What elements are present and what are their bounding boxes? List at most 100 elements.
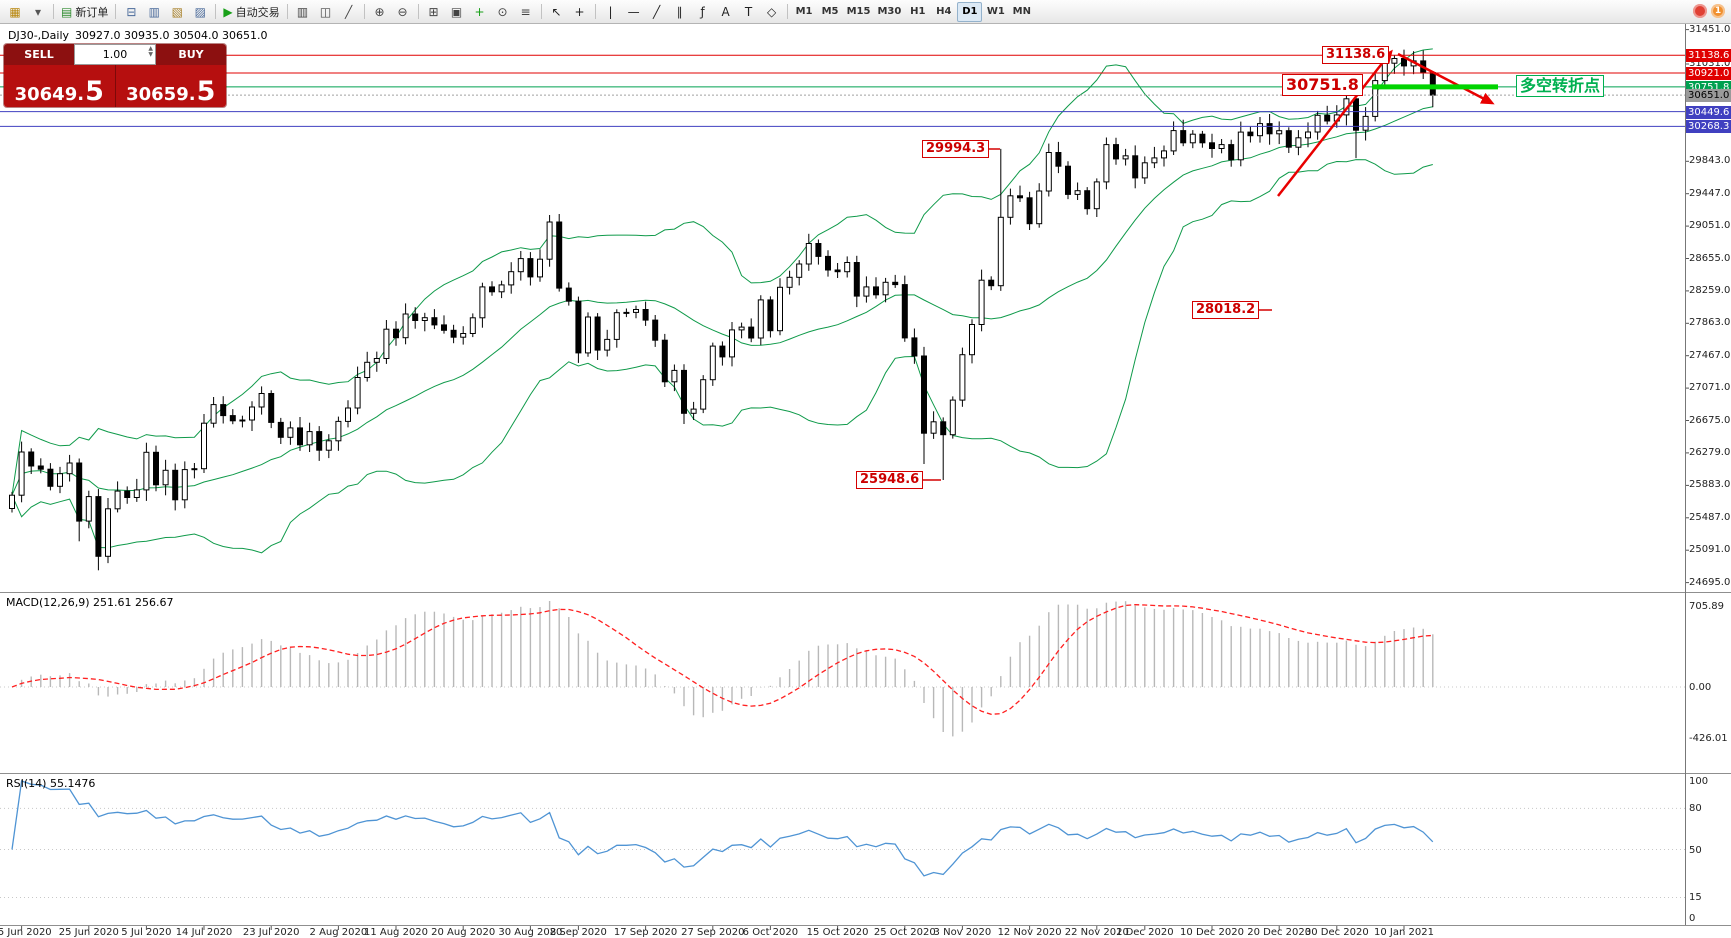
high-price-label[interactable]: 31138.6 [1322, 46, 1390, 65]
channel-icon[interactable]: ∥ [669, 2, 691, 22]
resistance-price-label[interactable]: 30751.8 [1282, 74, 1363, 96]
text-tool-icon[interactable]: A [715, 2, 737, 22]
timeframe-H4-button[interactable]: H4 [936, 6, 952, 17]
timeframe-W1-button[interactable]: W1 [986, 6, 1005, 17]
chart-list-dropdown-icon[interactable]: ▾ [27, 2, 49, 22]
trendline-icon[interactable]: ╱ [646, 2, 668, 22]
price-axis-label: 24695.0 [1689, 576, 1731, 588]
swing-high-label[interactable]: 29994.3 [922, 140, 990, 159]
volume-up-icon[interactable]: ▲ [148, 45, 153, 52]
line-chart-icon[interactable]: ╱ [338, 2, 360, 22]
auto-arrange-icon[interactable]: ▣ [446, 2, 468, 22]
support-price-label[interactable]: 28018.2 [1192, 301, 1260, 320]
notification-badge[interactable]: 1 [1711, 4, 1725, 18]
zoom-in-icon[interactable]: ⊕ [369, 2, 391, 22]
time-axis-label: 25 Jun 2020 [58, 927, 119, 938]
crosshair-icon[interactable]: + [569, 2, 591, 22]
rsi-axis-label: 80 [1689, 803, 1702, 814]
price-axis-label: 25091.0 [1689, 544, 1731, 556]
tile-windows-icon: ⊞ [428, 4, 439, 19]
candlestick-chart-icon[interactable]: ◫ [315, 2, 337, 22]
autotrading-button-label: 自动交易 [235, 5, 280, 19]
turning-point-label[interactable]: 多空转折点 [1516, 75, 1605, 97]
arrows-tool-icon[interactable]: T [738, 2, 760, 22]
time-axis-label: 15 Oct 2020 [806, 927, 869, 938]
sell-price-button[interactable]: 30649. 5 [4, 65, 116, 107]
horizontal-line-icon[interactable]: — [623, 2, 645, 22]
new-order-button[interactable]: ▤ 新订单 [58, 2, 111, 22]
new-chart-icon[interactable]: ▦ [4, 2, 26, 22]
timeframe-D1-button[interactable]: D1 [957, 1, 983, 22]
chart-ohlc-header: DJ30-,Daily 30927.0 30935.0 30504.0 30651… [8, 29, 273, 42]
zoom-out-icon[interactable]: ⊖ [392, 2, 414, 22]
price-line-badge: 30921.0 [1686, 67, 1731, 80]
toolbar-separator [53, 4, 54, 19]
volume-stepper[interactable]: ▲ ▼ [148, 46, 153, 58]
price-axis-label: 25883.0 [1689, 479, 1731, 491]
chart-objects[interactable] [920, 49, 1498, 481]
cursor-icon[interactable]: ↖ [546, 2, 568, 22]
price-axis-label: 26279.0 [1689, 446, 1731, 458]
horizontal-line-icon: — [627, 4, 640, 19]
buy-button[interactable]: BUY [156, 44, 226, 65]
time-axis-label: 22 Nov 2020 [1064, 927, 1129, 938]
timeframe-M1-button[interactable]: M1 [795, 6, 813, 17]
macd-signal-line [11, 604, 1433, 715]
navigator-icon[interactable]: ▧ [166, 2, 188, 22]
horizontal-price-lines[interactable] [0, 54, 1685, 127]
price-axis-label: 25487.0 [1689, 511, 1731, 523]
vertical-line-icon[interactable]: | [600, 2, 622, 22]
price-line-badge: 30651.0 [1686, 89, 1731, 103]
toolbar-separator [286, 4, 288, 19]
pane-separator-rsi[interactable] [0, 773, 1731, 774]
toolbar-separator [363, 4, 365, 19]
data-window-icon[interactable]: ▥ [143, 2, 165, 22]
templates-icon: ≡ [520, 4, 531, 19]
toolbar-separator [786, 4, 788, 19]
macd-histogram [20, 601, 1434, 737]
rsi-line [11, 780, 1434, 877]
price-line-badge: 30268.3 [1686, 120, 1731, 134]
price-axis-border [1685, 24, 1686, 925]
price-axis-label: 29051.0 [1689, 220, 1731, 232]
indicators-icon[interactable]: + [469, 2, 491, 22]
swing-low-label[interactable]: 25948.6 [856, 471, 924, 490]
timeframe-M5-button[interactable]: M5 [821, 6, 839, 17]
shapes-icon[interactable]: ◇ [761, 2, 783, 22]
bar-chart-icon[interactable]: ▥ [292, 2, 314, 22]
candlestick-chart-icon: ◫ [319, 4, 332, 19]
volume-down-icon[interactable]: ▼ [148, 51, 153, 58]
timeframe-H1-button[interactable]: H1 [910, 6, 926, 17]
time-axis-label: 30 Aug 2020 [498, 927, 563, 938]
record-icon[interactable] [1693, 4, 1707, 18]
timeframe-M15-button[interactable]: M15 [846, 6, 871, 17]
templates-icon[interactable]: ≡ [515, 2, 537, 22]
arrows-tool-icon: T [744, 4, 753, 19]
time-axis-label: 5 Jul 2020 [121, 927, 172, 938]
pane-separator-macd[interactable] [0, 592, 1731, 593]
fibonacci-icon: ƒ [700, 4, 705, 19]
line-chart-icon: ╱ [344, 4, 353, 19]
time-axis-label: 10 Dec 2020 [1180, 927, 1244, 938]
price-axis-label: 31031.0 [1689, 58, 1731, 69]
timeframe-MN-button[interactable]: MN [1012, 6, 1031, 17]
toolbar: ▦ ▾ ▤ 新订单 ⊟ ▥ ▧ ▨ ▶ 自动交易 ▥ ◫ ╱ ⊕ ⊖ ⊞ ▣ + ⊙ ≡ ↖ + | — ╱ ∥ ƒ A T ◇ M1 M5 M… [0, 0, 1731, 24]
market-watch-icon[interactable]: ⊟ [120, 2, 142, 22]
price-line-badge: 31138.6 [1686, 49, 1731, 63]
time-axis-label: 17 Sep 2020 [613, 927, 678, 938]
volume-input[interactable]: 1.00 ▲ ▼ [74, 44, 156, 65]
price-axis-label: 28655.0 [1689, 252, 1731, 264]
buy-price-button[interactable]: 30659. 5 [126, 76, 216, 107]
periods-icon[interactable]: ⊙ [492, 2, 514, 22]
tile-windows-icon[interactable]: ⊞ [423, 2, 445, 22]
zoom-in-icon: ⊕ [374, 4, 385, 19]
time-axis-label: 3 Nov 2020 [933, 927, 992, 938]
timeframe-M30-button[interactable]: M30 [877, 6, 902, 17]
autotrading-button[interactable]: ▶ 自动交易 [220, 2, 282, 22]
sell-button[interactable]: SELL [4, 44, 74, 65]
new-chart-icon: ▦ [9, 4, 21, 19]
text-tool-icon: A [721, 4, 730, 19]
terminal-icon[interactable]: ▨ [189, 2, 211, 22]
fibonacci-icon[interactable]: ƒ [692, 2, 714, 22]
